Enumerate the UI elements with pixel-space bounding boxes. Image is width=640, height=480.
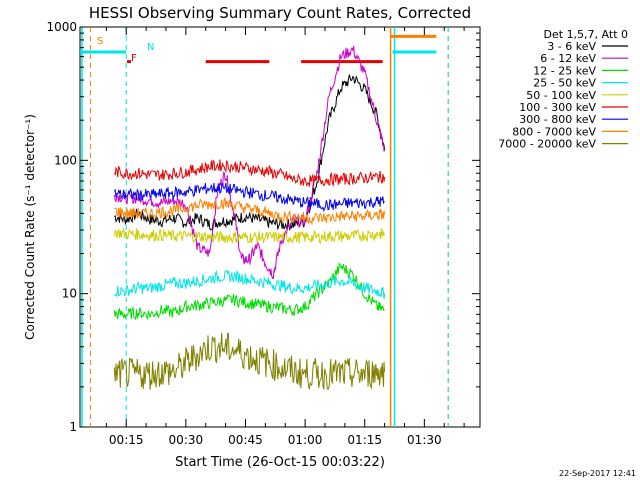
legend-label: 6 - 12 keV [540, 52, 596, 65]
axes: 1 10 100 1000 00:15 00:30 00:45 01:00 01:15 01:30 [46, 20, 480, 447]
chart-title: HESSI Observing Summary Count Rates, Cor… [89, 4, 471, 22]
y-tick-label: 1000 [46, 20, 77, 34]
series-line [114, 197, 386, 226]
legend-label: 300 - 800 keV [519, 113, 596, 126]
series-line [113, 262, 385, 321]
series-line [113, 159, 386, 188]
x-tick-label: 01:15 [347, 433, 382, 447]
series-line [114, 74, 386, 231]
x-tick-label: 00:30 [169, 433, 204, 447]
footer-timestamp: 22-Sep-2017 12:41 [559, 469, 636, 478]
annotation-F: F [131, 53, 137, 64]
legend-label: 50 - 100 keV [526, 89, 596, 102]
legend-label: 3 - 6 keV [547, 40, 596, 53]
y-axis-label: Corrected Count Rate (s⁻¹ detector⁻¹) [23, 114, 37, 340]
plot-area: S NF [80, 27, 449, 427]
series-line [113, 182, 385, 212]
y-tick-label: 100 [54, 153, 77, 167]
series-line [113, 332, 386, 391]
legend-label: 800 - 7000 keV [512, 125, 596, 138]
series-line [113, 45, 386, 280]
legend-label: 25 - 50 keV [533, 77, 596, 90]
legend-label: 100 - 300 keV [519, 101, 596, 114]
y-tick-label: 1 [69, 420, 77, 434]
legend-header: Det 1,5,7, Att 0 [544, 28, 628, 41]
legend-label: 7000 - 20000 keV [498, 138, 596, 151]
annotation-S: S [97, 36, 103, 47]
y-tick-label: 10 [62, 287, 77, 301]
series-line [113, 228, 386, 244]
annotation-N: N [147, 42, 154, 53]
x-tick-label: 00:15 [109, 433, 144, 447]
x-tick-label: 00:45 [228, 433, 263, 447]
x-tick-label: 01:00 [288, 433, 323, 447]
x-tick-label: 01:30 [407, 433, 442, 447]
series-line [114, 269, 386, 300]
plot-frame [79, 26, 481, 428]
legend-label: 12 - 25 keV [533, 64, 596, 77]
x-axis-label: Start Time (26-Oct-15 00:03:22) [175, 455, 385, 470]
